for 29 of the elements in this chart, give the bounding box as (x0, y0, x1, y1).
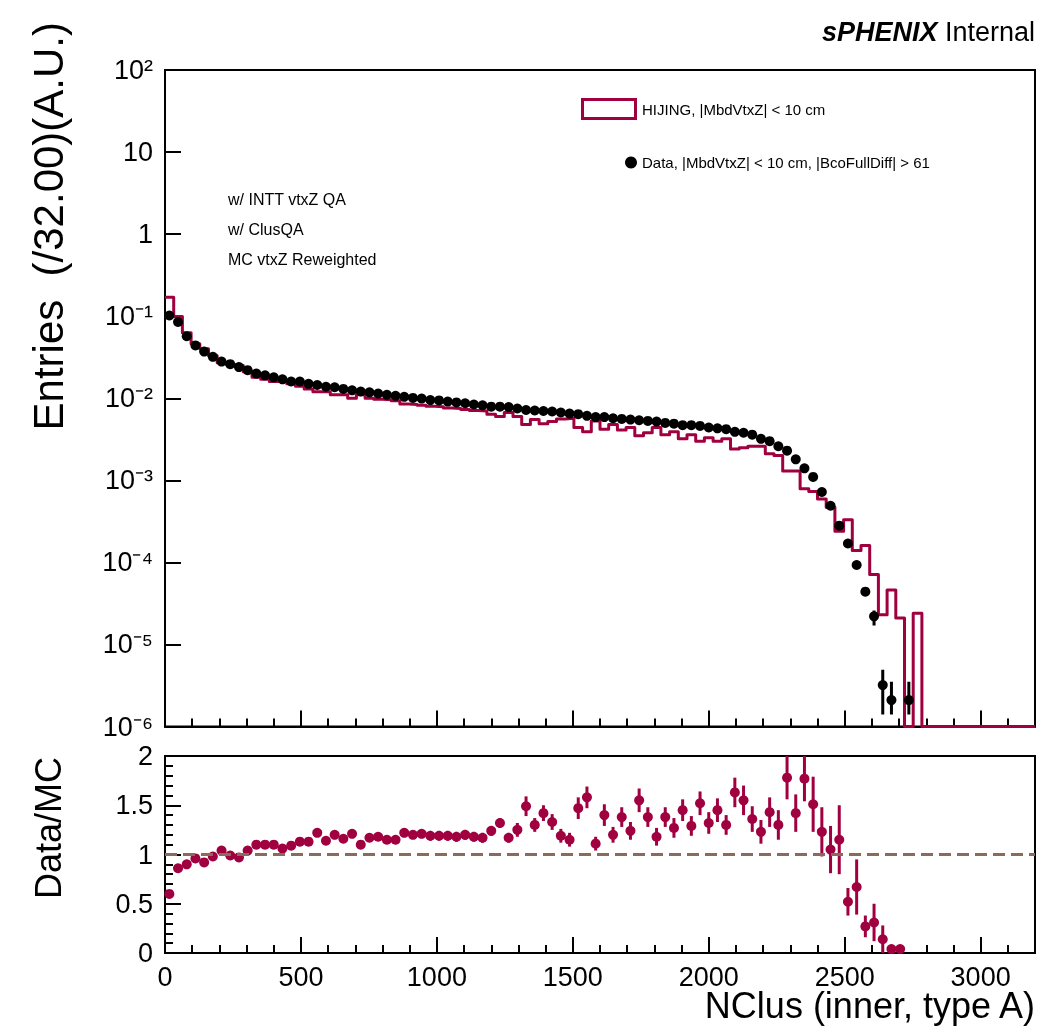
y-tick-label: 10⁻⁶ (102, 711, 153, 742)
x-tick-label: 1000 (406, 961, 467, 992)
y-tick-label: 10⁻⁵ (102, 629, 153, 660)
y-tick-label: 1 (137, 219, 153, 250)
y-tick-label: 10⁻¹ (104, 301, 153, 332)
y-tick-label: 10⁻³ (104, 465, 153, 496)
y-tick-label: 10⁻² (104, 383, 153, 414)
y-tick-label: 10⁻⁴ (102, 547, 153, 578)
y-tick-label: 2 (137, 741, 153, 771)
annotation: w/ INTT vtxZ QA (227, 190, 347, 208)
y-tick-label: 10 (122, 137, 153, 168)
legend-label: Data, |MbdVtxZ| < 10 cm, |BcoFullDiff| > 61 (642, 154, 930, 171)
x-tick-label: 1500 (542, 961, 603, 992)
x-tick-label: 2000 (678, 961, 739, 992)
legend-label: HIJING, |MbdVtxZ| < 10 cm (642, 100, 826, 118)
x-tick-label: 2500 (814, 961, 875, 992)
y-tick-label: 10² (113, 55, 153, 85)
y-tick-label: 0.5 (115, 888, 153, 919)
chart-title: sPHENIX Internal (821, 16, 1035, 47)
y-tick-label: 0 (137, 938, 153, 968)
y-tick-label: 1.5 (115, 790, 153, 821)
x-tick-label: 0 (157, 961, 173, 992)
x-tick-label: 3000 (950, 961, 1011, 992)
annotation: w/ ClusQA (227, 220, 304, 238)
x-tick-label: 500 (278, 961, 324, 992)
y-axis-title: Data/MC (27, 757, 69, 900)
annotation: MC vtxZ Reweighted (228, 250, 377, 268)
y-axis-title: Entries (/32.00)(A.U.) (24, 22, 72, 431)
y-tick-label: 1 (137, 839, 153, 870)
